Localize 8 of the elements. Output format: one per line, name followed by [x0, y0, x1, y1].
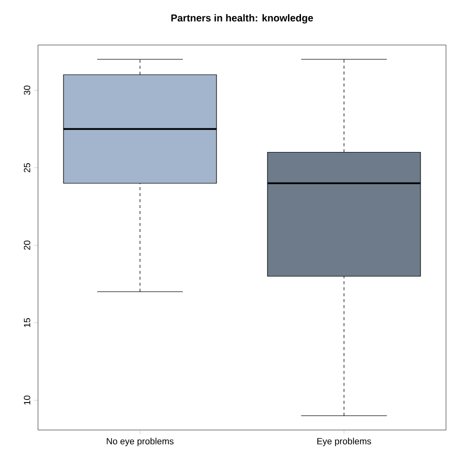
- y-tick-label: 15: [24, 318, 30, 328]
- chart-title: Partners in health: knowledge: [171, 14, 313, 24]
- y-tick-label: 30: [24, 86, 30, 95]
- x-tick-label: No eye problems: [106, 438, 174, 446]
- y-tick-label: 10: [24, 396, 30, 405]
- y-tick-label: 25: [24, 163, 30, 172]
- x-tick-label: Eye problems: [317, 438, 372, 446]
- y-tick-label: 20: [24, 240, 30, 250]
